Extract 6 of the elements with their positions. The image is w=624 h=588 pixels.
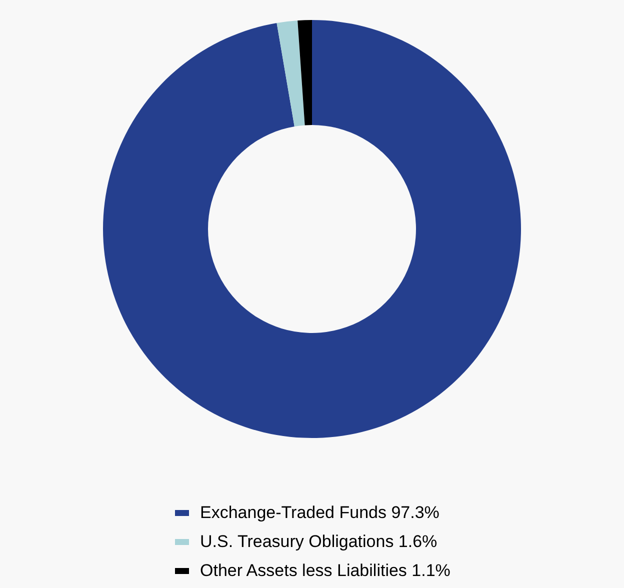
donut-slice <box>103 20 521 438</box>
donut-slice <box>276 20 305 126</box>
legend-label: U.S. Treasury Obligations 1.6% <box>200 532 438 551</box>
legend-label: Exchange-Traded Funds 97.3% <box>200 503 440 522</box>
donut-slice <box>298 20 312 126</box>
legend-label: Other Assets less Liabilities 1.1% <box>200 561 450 580</box>
